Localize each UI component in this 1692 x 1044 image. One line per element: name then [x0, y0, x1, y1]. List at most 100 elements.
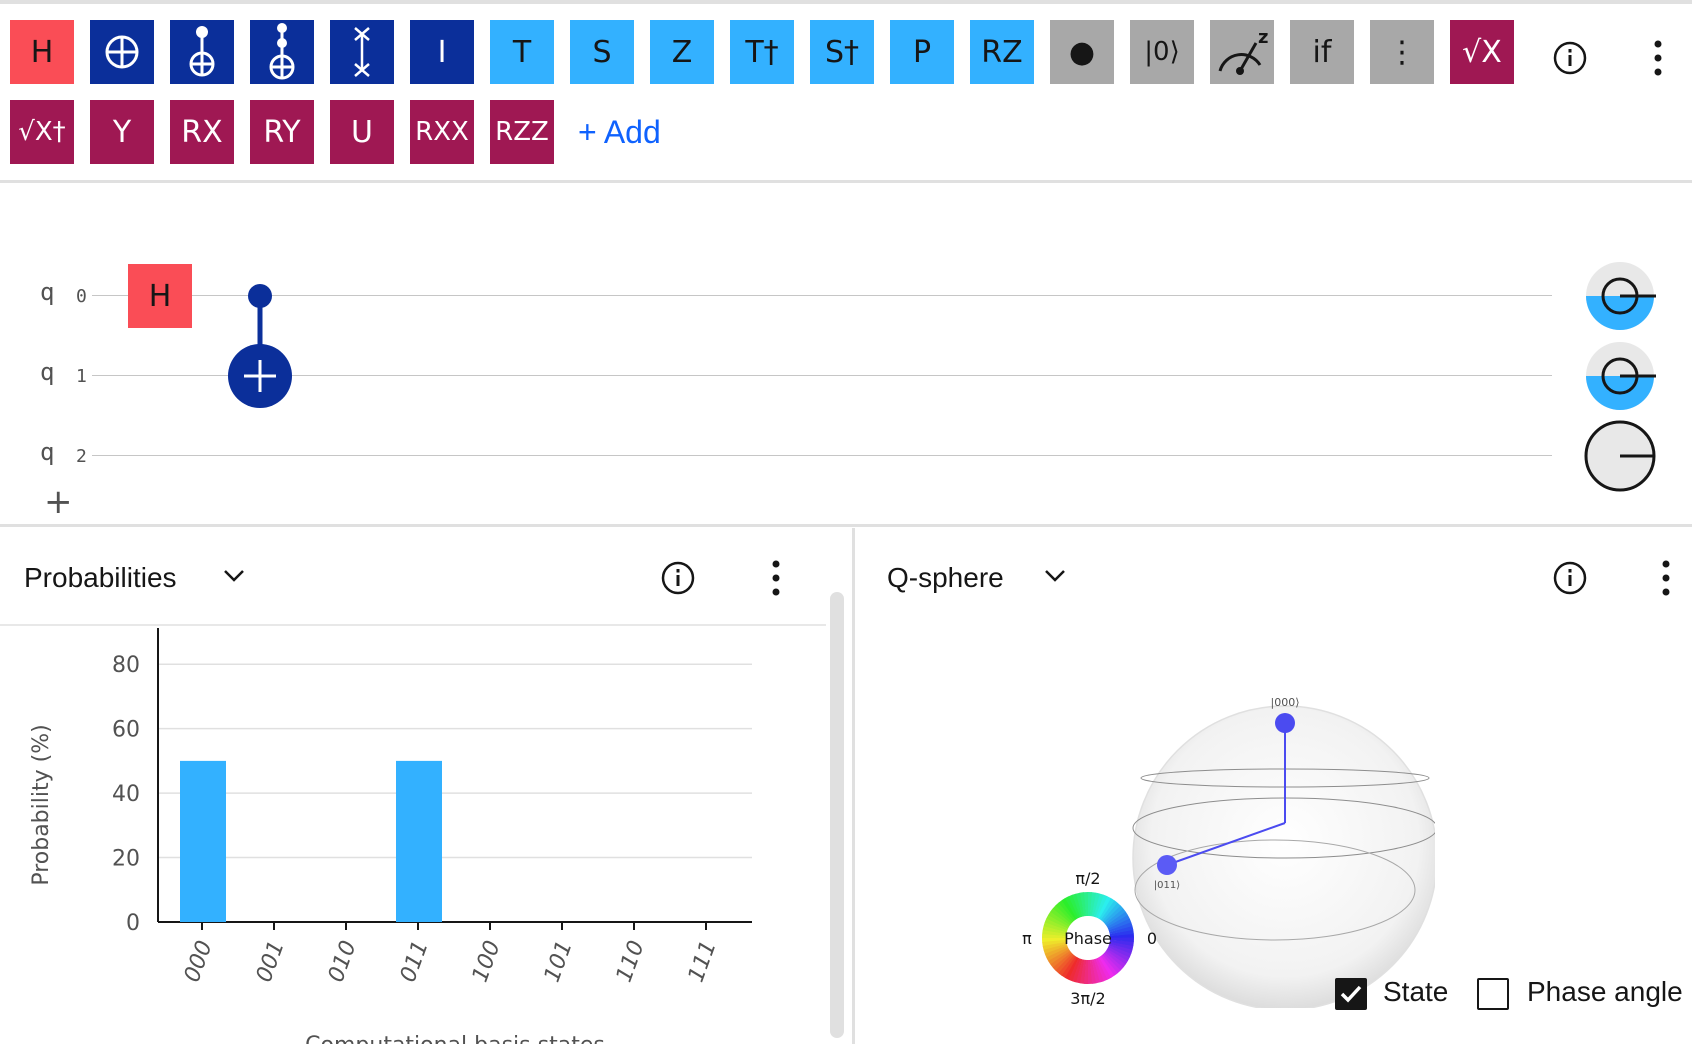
info-icon[interactable] [1552, 40, 1588, 80]
phase-wheel-segment [1095, 894, 1108, 919]
qubit-label-1[interactable]: q [40, 358, 55, 386]
gate-label: RX [181, 114, 223, 150]
phase-wheel-segment [1050, 908, 1072, 926]
palette-gate-if[interactable]: if [1290, 20, 1354, 84]
palette-gate-toffoli-gate[interactable] [250, 20, 314, 84]
qsphere-visualization[interactable]: |000⟩ |011⟩ [1115, 638, 1435, 1008]
palette-gate-rx[interactable]: RX [170, 100, 234, 164]
phase-angle-checkbox[interactable] [1477, 978, 1509, 1010]
cnot-gate[interactable] [226, 278, 296, 410]
bar-011 [396, 760, 442, 922]
gate-label: RXX [415, 117, 469, 147]
palette-gate--x[interactable]: √X [1450, 20, 1514, 84]
circuit-gate-h[interactable]: H [128, 264, 192, 328]
palette-gate-rxx[interactable]: RXX [410, 100, 474, 164]
probabilities-scrollbar[interactable] [830, 592, 844, 1038]
qubit-label-0[interactable]: q [40, 278, 55, 306]
palette-gate-rz[interactable]: RZ [970, 20, 1034, 84]
qsphere-title[interactable]: Q-sphere [887, 562, 1004, 593]
palette-gate-i[interactable]: I [410, 20, 474, 84]
info-icon[interactable] [1552, 560, 1588, 600]
x-tick-label: 100 [468, 938, 506, 986]
x-tick-label: 010 [324, 938, 362, 986]
phase-color-wheel: Phase π/2 π 0 3π/2 [1022, 869, 1157, 1008]
x-tick-label: 110 [612, 938, 650, 986]
gate-label: if [1312, 34, 1332, 70]
y-tick-label: 0 [126, 911, 140, 936]
gate-label: P [912, 34, 932, 70]
y-tick-label: 40 [112, 782, 140, 807]
phase-wheel-segment [1107, 947, 1130, 961]
phase-wheel-segment [1052, 905, 1073, 925]
overflow-menu-icon[interactable] [770, 558, 782, 602]
palette-gate-measure-z[interactable]: z [1210, 20, 1274, 84]
palette-gate-z[interactable]: Z [650, 20, 714, 84]
palette-gate--0-[interactable]: |0⟩ [1130, 20, 1194, 84]
add-gate-button[interactable]: + Add [578, 114, 661, 150]
phase-wheel-segment [1044, 945, 1069, 958]
phase-wheel-segment [1105, 911, 1128, 927]
phase-wheel-segment [1108, 921, 1133, 933]
phase-wheel-segment [1068, 894, 1081, 919]
palette-gate-u[interactable]: U [330, 100, 394, 164]
palette-gate-h[interactable]: H [10, 20, 74, 84]
palette-gate-swap-gate[interactable] [330, 20, 394, 84]
circuit-divider [0, 524, 1692, 527]
palette-gate-cnot-gate[interactable] [170, 20, 234, 84]
palette-gate-barrier[interactable]: ⋮ [1370, 20, 1434, 84]
toolbar-divider [0, 180, 1692, 183]
circuit-editor[interactable]: q 0 q 1 q 2 H + [0, 182, 1692, 524]
overflow-menu-icon[interactable] [1652, 38, 1664, 82]
phase-wheel-segment [1109, 933, 1134, 938]
palette-gate-t-[interactable]: T† [730, 20, 794, 84]
palette-gate-p[interactable]: P [890, 20, 954, 84]
palette-gate--x-[interactable]: √X† [10, 100, 74, 164]
gate-label: ⋮ [1387, 34, 1417, 70]
palette-gate-control-dot[interactable]: ● [1050, 20, 1114, 84]
phase-wheel-segment [1109, 925, 1134, 935]
phase-wheel-segment [1109, 929, 1134, 937]
phase-wheel-segment [1050, 950, 1072, 968]
phase-wheel-segment [1046, 947, 1070, 962]
phase-wheel-segment [1100, 954, 1118, 976]
palette-gate-s[interactable]: S [570, 20, 634, 84]
phase-wheel-segment [1109, 937, 1134, 943]
palette-gate-ry[interactable]: RY [250, 100, 314, 164]
qubit-wire-0 [92, 295, 1552, 296]
phase-wheel-segment [1042, 941, 1067, 951]
phase-wheel-segment [1044, 918, 1069, 931]
phase-wheel-segment [1089, 959, 1097, 984]
qubit-label-2[interactable]: q [40, 438, 55, 466]
phase-wheel-segment [1043, 922, 1068, 933]
phase-wheel-segment [1043, 943, 1068, 955]
chevron-down-icon[interactable] [220, 566, 248, 590]
phase-wheel-segment [1064, 896, 1079, 920]
phase-wheel-segment [1055, 953, 1075, 974]
phase-wheel-segment [1098, 897, 1115, 920]
chevron-down-icon[interactable] [1041, 566, 1069, 590]
state-checkbox[interactable] [1335, 978, 1367, 1010]
phase-wheel-segment [1103, 951, 1124, 971]
add-qubit-button[interactable]: + [44, 482, 73, 522]
phase-wheel-segment [1102, 953, 1121, 974]
gate-label: S† [824, 34, 860, 70]
gate-label: ● [1068, 34, 1096, 70]
y-axis-label: Probability (%) [29, 724, 54, 885]
palette-gate-cnot-target[interactable] [90, 20, 154, 84]
palette-gate-rzz[interactable]: RZZ [490, 100, 554, 164]
qubit-state-indicator-1 [1586, 342, 1656, 410]
phase-angle-checkbox-label[interactable]: Phase angle [1527, 976, 1683, 1007]
toffoli-gate-icon [262, 23, 302, 81]
probabilities-title[interactable]: Probabilities [24, 562, 177, 593]
palette-gate-s-[interactable]: S† [810, 20, 874, 84]
overflow-menu-icon[interactable] [1660, 558, 1672, 602]
info-icon[interactable] [660, 560, 696, 600]
gate-label: T [512, 34, 532, 70]
palette-gate-y[interactable]: Y [90, 100, 154, 164]
phase-wheel-segment [1106, 948, 1129, 965]
qsphere-panel: Q-sphere |000⟩ |011⟩ Phase π/2 [855, 528, 1692, 1044]
phase-wheel-segment [1109, 941, 1134, 950]
phase-wheel-segment [1042, 939, 1067, 947]
state-checkbox-label[interactable]: State [1383, 976, 1449, 1007]
palette-gate-t[interactable]: T [490, 20, 554, 84]
